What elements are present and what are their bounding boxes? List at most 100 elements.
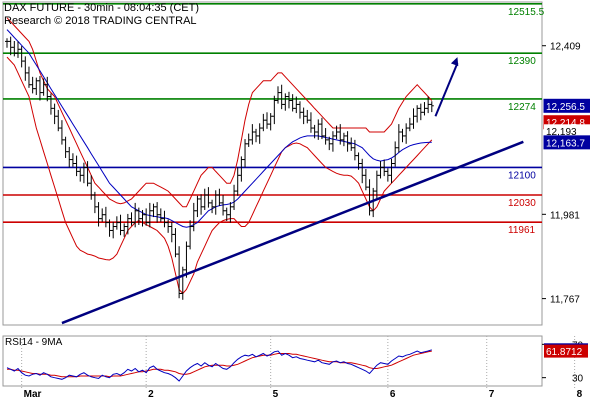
bollinger-lower-line — [6, 56, 433, 295]
price-bar — [125, 213, 130, 235]
price-bar — [155, 202, 160, 223]
price-bar — [232, 184, 237, 210]
price-bar — [8, 36, 13, 56]
price-bar — [338, 124, 343, 145]
price-bar — [144, 208, 149, 226]
price-bar — [19, 46, 24, 68]
price-bar — [30, 76, 35, 94]
price-bar — [158, 208, 163, 222]
price-bar — [330, 131, 335, 152]
price-bar — [202, 188, 207, 210]
x-tick-label: 5 — [273, 389, 279, 400]
price-badge-label: 12,214.8 — [546, 118, 585, 129]
price-bar — [239, 156, 244, 182]
rsi-tick-label: 30 — [572, 374, 584, 385]
chart-title: DAX FUTURE - 30min - 08:04:35 (CET) — [4, 2, 199, 14]
price-bar — [367, 179, 372, 216]
rsi-badge-bg — [544, 344, 588, 358]
price-bar — [100, 208, 105, 222]
price-bar — [195, 195, 200, 218]
rsi-title: RSI14 - 9MA — [5, 337, 63, 348]
price-bar — [59, 120, 64, 145]
price-bar — [206, 187, 211, 208]
price-bar — [404, 123, 409, 144]
price-bar — [297, 101, 302, 119]
price-bar — [254, 128, 259, 143]
rsi-plot-frame — [2, 335, 543, 387]
forecast-arrow-shaft — [434, 62, 459, 117]
price-bar — [151, 203, 156, 218]
price-badge-bg — [544, 124, 590, 138]
price-bar — [26, 66, 31, 88]
price-bar — [48, 93, 53, 115]
price-bar — [243, 139, 248, 168]
x-tick-label: 7 — [489, 389, 495, 400]
level-label: 12274 — [508, 102, 536, 113]
price-bar — [301, 107, 306, 125]
price-bar — [67, 146, 72, 168]
price-bar — [352, 139, 357, 161]
price-bar — [74, 155, 79, 177]
price-bar — [70, 153, 75, 167]
price-bar — [213, 190, 218, 215]
price-bar — [246, 133, 251, 147]
price-bar — [52, 103, 57, 125]
price-bar — [261, 113, 266, 132]
price-bar — [169, 221, 174, 243]
x-tick-label: Mar — [24, 389, 42, 400]
price-bar — [378, 161, 383, 179]
price-bar — [12, 40, 17, 57]
price-bar — [268, 113, 273, 131]
price-bar — [41, 78, 46, 96]
price-bar — [411, 108, 416, 129]
price-bar — [103, 206, 108, 228]
price-badge-bg — [543, 98, 590, 113]
price-bar — [279, 84, 284, 110]
level-label: 12390 — [508, 56, 536, 67]
price-bar — [199, 194, 204, 215]
x-tick-label: 2 — [148, 389, 154, 400]
price-bar — [56, 109, 61, 132]
price-bar — [34, 77, 39, 95]
price-bar — [5, 38, 9, 48]
price-bar — [429, 101, 434, 113]
price-bar — [290, 94, 295, 112]
price-bar — [23, 56, 28, 81]
price-bar — [250, 124, 255, 145]
price-bar — [418, 103, 423, 121]
price-bar — [15, 41, 20, 58]
price-bar — [37, 76, 42, 101]
price-bar — [129, 212, 134, 226]
price-bar — [341, 132, 346, 147]
price-bar — [162, 210, 167, 228]
price-bar — [415, 105, 420, 123]
price-badge: 12,163.7 — [543, 135, 590, 150]
price-bar — [265, 112, 270, 129]
price-bar — [173, 228, 178, 258]
level-label: 12100 — [508, 170, 536, 181]
price-bar — [111, 221, 116, 239]
support-trendline — [61, 140, 524, 325]
main-plot-frame — [2, 1, 543, 326]
price-bar — [422, 102, 427, 116]
price-bar — [385, 168, 390, 182]
price-bar — [180, 266, 185, 300]
price-bar — [78, 168, 83, 182]
price-badge-bg — [543, 135, 590, 150]
rsi-value-badge: 61.8712 — [544, 344, 588, 358]
rsi-line — [6, 349, 432, 382]
price-bar — [191, 202, 196, 232]
price-bar — [396, 124, 401, 153]
x-tick-label: 8 — [577, 389, 583, 400]
price-bar — [188, 220, 193, 250]
price-badge-label: 12,193 — [546, 127, 577, 138]
price-bar — [400, 128, 405, 143]
bollinger-upper-line — [6, 17, 433, 208]
price-bar — [217, 188, 222, 207]
y-tick-label: 11,767 — [550, 295, 580, 306]
price-bar — [275, 86, 280, 104]
level-label: 12030 — [508, 198, 536, 209]
price-bar — [283, 93, 288, 111]
